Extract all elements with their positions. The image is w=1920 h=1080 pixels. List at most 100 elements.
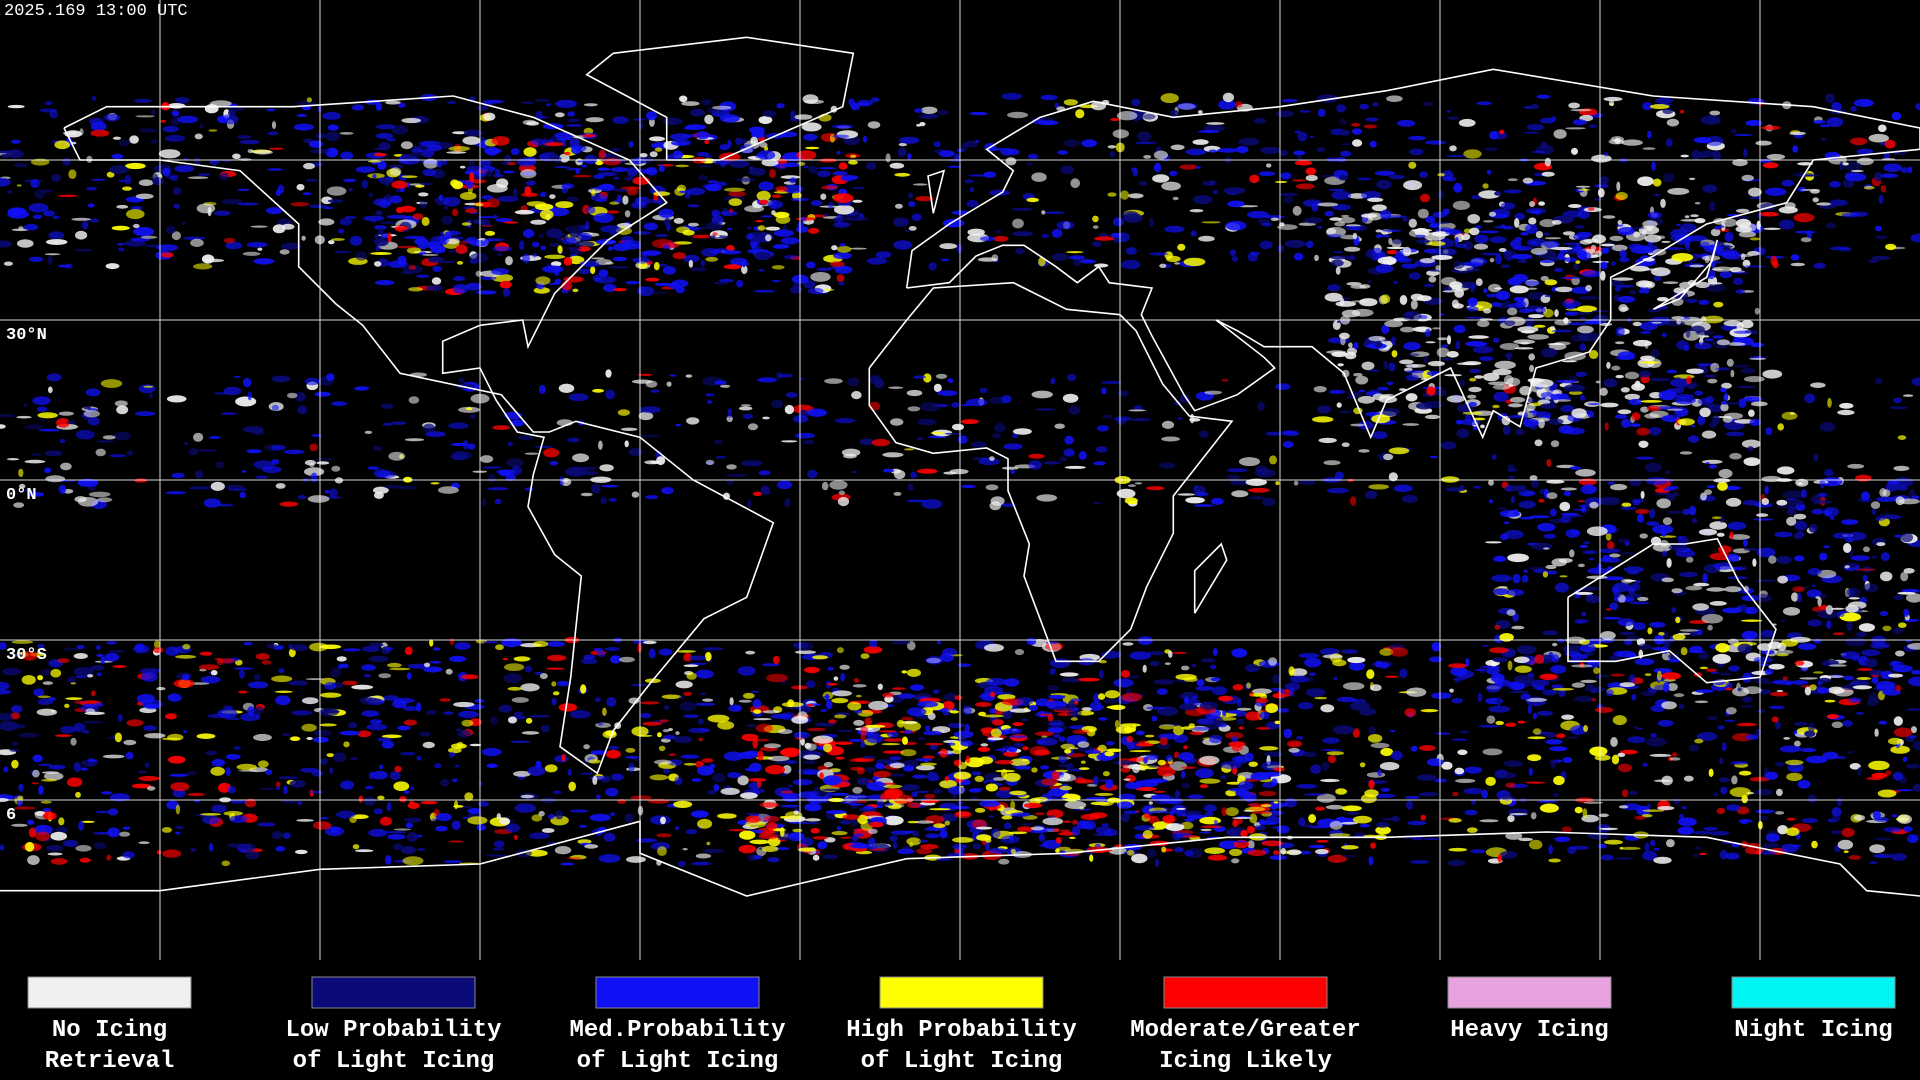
icing-patch: [1571, 408, 1587, 418]
icing-patch: [1688, 177, 1696, 180]
icing-patch: [439, 698, 451, 702]
icing-patch: [193, 263, 213, 270]
icing-patch: [1502, 425, 1511, 436]
icing-patch: [1826, 714, 1839, 719]
icing-patch: [1494, 360, 1516, 370]
icing-patch: [111, 153, 124, 159]
icing-patch: [1370, 684, 1382, 692]
icing-patch: [1295, 183, 1315, 190]
icing-patch: [106, 171, 115, 178]
icing-patch: [1553, 129, 1567, 139]
icing-patch: [28, 827, 37, 838]
icing-patch: [939, 779, 957, 789]
icing-patch: [486, 763, 498, 768]
icing-patch: [679, 190, 687, 193]
icing-patch: [88, 759, 98, 763]
icing-patch: [348, 188, 353, 192]
icing-patch: [1683, 775, 1694, 782]
icing-patch: [661, 694, 682, 700]
icing-patch: [1718, 468, 1733, 479]
icing-patch: [1725, 852, 1740, 860]
icing-patch: [777, 729, 793, 735]
icing-patch: [446, 101, 457, 104]
icing-patch: [1204, 390, 1222, 395]
icing-patch: [1800, 237, 1812, 243]
icing-patch: [1308, 844, 1326, 849]
icing-patch: [1056, 150, 1069, 155]
icing-patch: [993, 230, 1002, 233]
icing-patch: [720, 210, 738, 217]
icing-patch: [1685, 328, 1691, 339]
icing-patch: [571, 145, 581, 155]
icing-patch: [238, 690, 248, 694]
icing-patch: [451, 778, 458, 783]
icing-patch: [1148, 801, 1153, 805]
icing-patch: [1149, 661, 1161, 667]
icing-patch: [355, 251, 368, 261]
icing-patch: [524, 186, 532, 196]
icing-patch: [1652, 178, 1662, 187]
icing-patch: [1365, 117, 1379, 122]
icing-patch: [122, 186, 132, 191]
icing-patch: [1175, 807, 1186, 810]
icing-patch: [205, 750, 218, 756]
icing-patch: [1282, 441, 1294, 448]
icing-patch: [726, 415, 733, 423]
icing-patch: [1010, 800, 1016, 810]
icing-patch: [1229, 479, 1252, 486]
icing-patch: [588, 759, 601, 764]
icing-patch: [409, 800, 415, 806]
icing-patch: [1763, 227, 1781, 230]
icing-patch: [410, 785, 415, 791]
icing-patch: [1893, 465, 1910, 471]
icing-patch: [1485, 293, 1498, 298]
icing-patch: [1403, 180, 1423, 191]
icing-patch: [1473, 243, 1489, 250]
icing-patch: [1801, 818, 1818, 824]
icing-patch: [1524, 224, 1538, 235]
icing-patch: [727, 772, 742, 779]
icing-patch: [1428, 276, 1437, 283]
icing-patch: [1831, 830, 1842, 835]
icing-patch: [398, 486, 418, 490]
icing-patch: [1720, 786, 1728, 795]
icing-patch: [73, 249, 93, 252]
icing-patch: [1247, 840, 1255, 850]
icing-patch: [964, 140, 978, 148]
icing-patch: [175, 97, 190, 104]
icing-patch: [859, 438, 875, 446]
icing-patch: [233, 375, 241, 378]
icing-patch: [807, 287, 824, 295]
icing-patch: [1535, 306, 1547, 314]
icing-patch: [686, 417, 700, 425]
icing-patch: [816, 267, 832, 271]
icing-patch: [849, 247, 867, 250]
icing-patch: [1399, 295, 1408, 305]
icing-patch: [657, 198, 663, 206]
icing-patch: [1148, 765, 1161, 768]
icing-patch: [90, 665, 105, 671]
icing-patch: [862, 135, 868, 143]
icing-patch: [82, 721, 104, 724]
icing-patch: [123, 739, 137, 746]
icing-patch: [783, 255, 799, 260]
icing-patch: [1527, 704, 1533, 715]
icing-patch: [1298, 817, 1306, 827]
icing-patch: [1540, 275, 1549, 282]
icing-patch: [1524, 305, 1540, 310]
icing-patch: [171, 110, 180, 117]
icing-patch: [713, 439, 723, 445]
icing-patch: [840, 672, 846, 682]
icing-patch: [816, 170, 831, 178]
icing-patch: [569, 231, 580, 238]
icing-patch: [881, 743, 901, 746]
icing-patch: [1442, 290, 1456, 293]
icing-patch: [1410, 293, 1424, 301]
icing-patch: [407, 663, 430, 669]
icing-patch: [1714, 226, 1721, 230]
icing-patch: [1359, 298, 1378, 307]
icing-patch: [275, 695, 291, 706]
icing-patch: [378, 141, 391, 151]
icing-patch: [511, 466, 522, 476]
icing-patch: [1619, 846, 1624, 850]
